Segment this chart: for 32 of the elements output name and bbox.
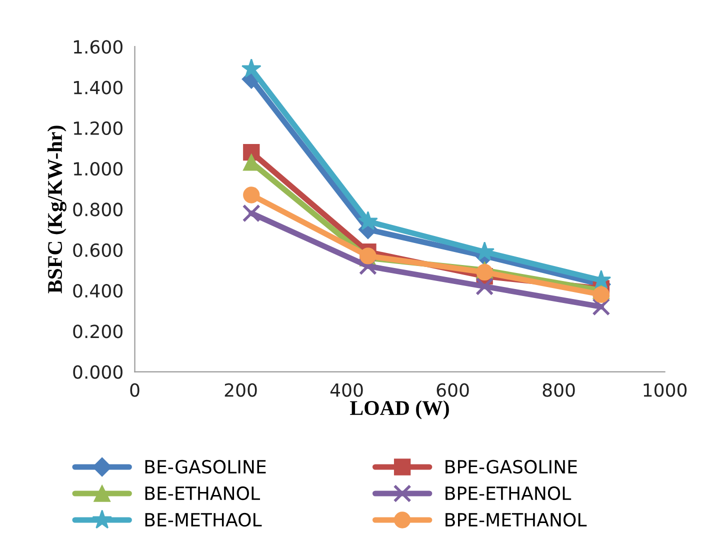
y-tick-label: 1.400 — [74, 80, 122, 94]
y-tick-label: 0.400 — [73, 284, 122, 298]
y-tick-label: 1.200 — [74, 121, 122, 136]
point — [358, 210, 378, 230]
point — [592, 286, 610, 303]
point — [243, 186, 260, 204]
x-tick-label: 400 — [330, 383, 363, 397]
y-tick-label: 0.000 — [73, 365, 122, 379]
x-tick-label: 1000 — [644, 383, 687, 397]
y-tick-label: 0.200 — [73, 324, 122, 338]
x-tick-label: 800 — [542, 383, 575, 397]
point — [241, 58, 262, 78]
point — [476, 277, 494, 296]
y-tick-label: 1.600 — [74, 40, 122, 54]
point — [476, 264, 493, 281]
point — [358, 257, 378, 276]
y-tick-label: 0.600 — [73, 243, 122, 257]
legend-label: BPE-GASOLINE — [446, 460, 577, 474]
x-tick-label: 0 — [130, 383, 140, 397]
x-tick-label: 200 — [224, 383, 257, 397]
point — [592, 298, 610, 316]
legend-label: BE-METHAOL — [145, 512, 262, 527]
x-axis-title: LOAD (W) — [350, 400, 449, 420]
point — [242, 204, 260, 222]
x-tick-label: 600 — [436, 383, 469, 397]
y-tick-label: 0.800 — [73, 202, 122, 216]
legend-label: BPE-METHANOL — [446, 512, 587, 527]
legend-label: BE-GASOLINE — [145, 460, 266, 474]
y-tick-label: 1.000 — [74, 162, 122, 176]
legend-label: BE-ETHANOL — [145, 486, 260, 500]
legend-label: BPE-ETHANOL — [446, 486, 572, 500]
y-axis-title: BSFC (Kg/KW-hr) — [47, 126, 66, 294]
